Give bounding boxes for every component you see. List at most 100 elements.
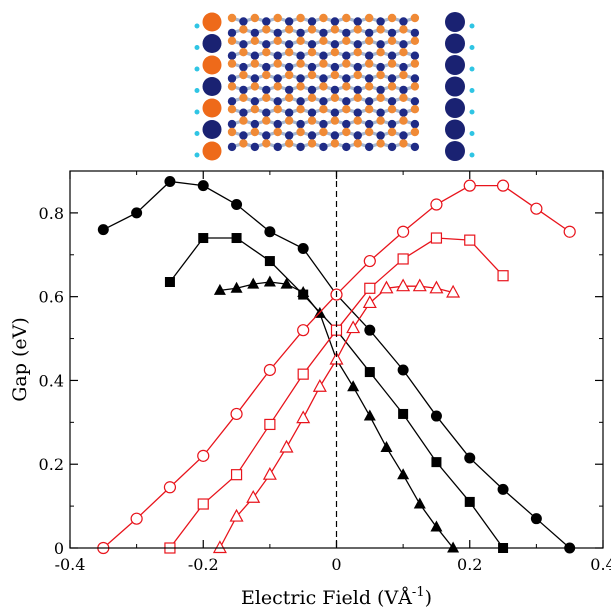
- right-edge-orbital: [445, 76, 465, 97]
- data-point-triangle: [446, 284, 461, 298]
- data-point-circle: [263, 363, 276, 377]
- series-red-triangle-open: [212, 278, 461, 554]
- data-point-triangle: [280, 277, 293, 289]
- carbon-atom: [284, 85, 294, 95]
- data-point-circle: [430, 410, 442, 422]
- data-point-circle: [197, 449, 210, 462]
- carbon-atom: [273, 74, 282, 83]
- carbon-atom: [342, 74, 351, 83]
- carbon-atom: [284, 62, 294, 72]
- ribbon-atoms: [227, 13, 420, 152]
- carbon-atom: [353, 108, 362, 117]
- data-point-triangle: [430, 520, 443, 532]
- carbon-atom: [319, 28, 328, 38]
- data-point-circle: [164, 175, 176, 187]
- data-point-circle: [163, 481, 177, 494]
- carbon-atom: [273, 142, 282, 152]
- x-axis-label-close: ): [425, 587, 432, 609]
- series-layer: [97, 175, 576, 555]
- left-hydrogen-atom: [194, 88, 200, 93]
- data-point-circle: [97, 224, 109, 236]
- carbon-atom: [262, 48, 271, 57]
- carbon-atom: [250, 51, 260, 60]
- nanoribbon-structure-illustration: [194, 12, 475, 161]
- carbon-atom: [296, 82, 305, 91]
- carbon-atom: [330, 116, 340, 125]
- carbon-atom: [364, 51, 374, 60]
- data-point-circle: [197, 180, 209, 192]
- carbon-atom: [262, 93, 271, 103]
- carbon-atom: [262, 139, 271, 148]
- carbon-atom: [319, 36, 328, 45]
- carbon-atom: [239, 131, 248, 140]
- data-point-triangle: [297, 285, 310, 297]
- carbon-atom: [239, 17, 248, 26]
- data-point-square: [397, 253, 409, 265]
- carbon-atom: [376, 40, 385, 49]
- carbon-atom: [227, 142, 237, 152]
- carbon-atom: [273, 13, 282, 23]
- data-point-square: [430, 232, 443, 244]
- carbon-atom: [319, 97, 328, 106]
- carbon-atom: [273, 82, 282, 91]
- carbon-atom: [364, 74, 374, 83]
- data-point-triangle: [262, 466, 277, 480]
- right-hydrogen-atom: [469, 109, 475, 115]
- carbon-atom: [296, 59, 305, 68]
- carbon-atom: [284, 108, 294, 117]
- data-point-triangle: [312, 378, 327, 392]
- data-point-square: [464, 496, 475, 507]
- right-edge-orbital: [445, 119, 465, 140]
- carbon-atom: [239, 48, 248, 57]
- carbon-atom: [273, 97, 282, 106]
- carbon-atom: [364, 119, 374, 129]
- carbon-atom: [319, 51, 328, 60]
- carbon-atom: [353, 17, 362, 26]
- carbon-atom: [342, 105, 351, 114]
- carbon-atom: [284, 48, 294, 57]
- data-point-square: [264, 256, 275, 267]
- carbon-atom: [353, 62, 362, 72]
- data-point-square: [297, 368, 309, 380]
- carbon-atom: [376, 48, 385, 57]
- right-edge-orbital: [445, 55, 465, 75]
- carbon-atom: [307, 85, 317, 95]
- carbon-atom: [239, 62, 248, 72]
- carbon-atom: [399, 70, 408, 80]
- carbon-atom: [284, 116, 294, 125]
- data-point-circle: [130, 512, 143, 525]
- carbon-atom: [319, 127, 328, 137]
- carbon-atom: [387, 59, 397, 68]
- carbon-atom: [262, 40, 271, 49]
- data-point-square: [230, 469, 243, 481]
- carbon-atom: [250, 127, 260, 137]
- carbon-atom: [330, 131, 340, 140]
- data-point-circle: [363, 254, 376, 268]
- y-axis-label: Gap (eV): [9, 317, 31, 402]
- carbon-atom: [410, 142, 420, 152]
- axis-ticks: -0.4 -0.2 0 0.2 0.4 0 0.2 0.4 0.6 0.8: [39, 170, 611, 574]
- carbon-atom: [364, 97, 374, 106]
- carbon-atom: [376, 116, 385, 125]
- carbon-atom: [319, 82, 328, 91]
- carbon-atom: [307, 70, 317, 80]
- carbon-atom: [353, 70, 362, 80]
- carbon-atom: [387, 36, 397, 45]
- data-point-square: [497, 270, 509, 282]
- carbon-atom: [342, 28, 351, 38]
- carbon-atom: [364, 28, 374, 38]
- carbon-atom: [399, 139, 408, 148]
- data-point-circle: [563, 225, 576, 238]
- carbon-atom: [250, 59, 260, 68]
- carbon-atom: [227, 82, 237, 91]
- carbon-atom: [262, 25, 271, 34]
- carbon-atom: [376, 17, 385, 26]
- right-hydrogen-atom: [469, 45, 475, 50]
- carbon-atom: [273, 127, 282, 137]
- data-point-circle: [463, 179, 476, 192]
- carbon-atom: [239, 70, 248, 80]
- carbon-atom: [410, 13, 420, 23]
- carbon-atom: [296, 127, 305, 137]
- data-point-square: [197, 498, 209, 510]
- carbon-atom: [296, 28, 305, 38]
